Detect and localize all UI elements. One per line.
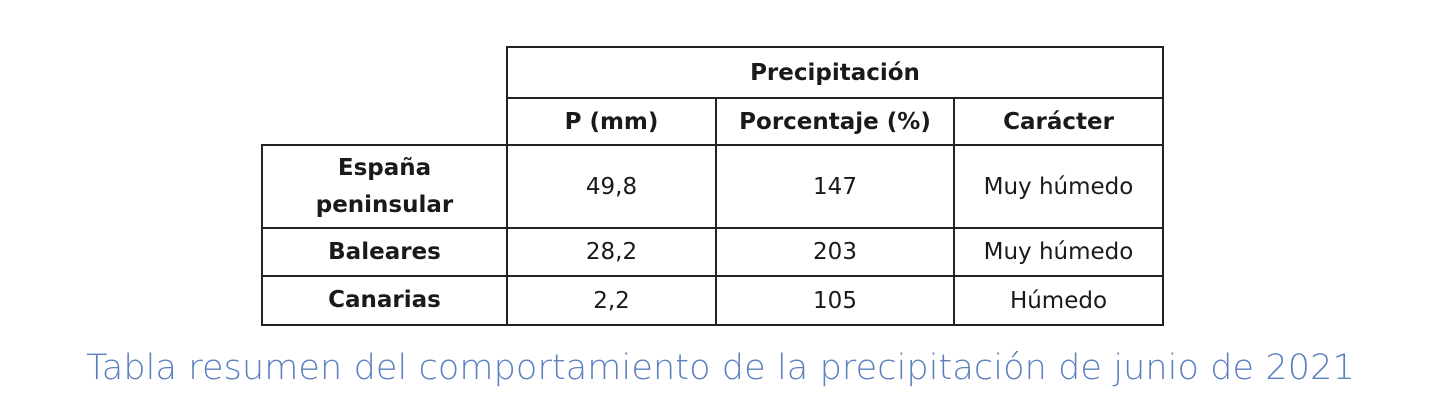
table-corner-empty (262, 47, 508, 146)
cell-p-mm: 2,2 (506, 275, 717, 326)
table-header-row-columns: P (mm) Porcentaje (%) Carácter (262, 97, 1164, 146)
table-header-row-group: Precipitación (262, 46, 1164, 146)
cell-porcentaje: 147 (715, 144, 955, 229)
table-row: Baleares 28,2 203 Muy húmedo (261, 227, 1164, 277)
cell-p-mm: 49,8 (506, 144, 717, 229)
precipitation-summary-table: Precipitación P (mm) Porcentaje (%) Cará… (261, 46, 1164, 326)
cell-caracter: Muy húmedo (953, 144, 1164, 229)
column-header-caracter: Carácter (953, 97, 1164, 146)
precipitation-table-container: Precipitación P (mm) Porcentaje (%) Cará… (261, 46, 1164, 326)
table-row: Canarias 2,2 105 Húmedo (261, 275, 1164, 326)
cell-caracter: Húmedo (953, 275, 1164, 326)
table-row: España peninsular 49,8 147 Muy húmedo (261, 144, 1164, 229)
row-header-region: Baleares (261, 227, 508, 277)
row-header-region: Canarias (261, 275, 508, 326)
cell-p-mm: 28,2 (506, 227, 717, 277)
column-header-porcentaje: Porcentaje (%) (715, 97, 955, 146)
cell-porcentaje: 203 (715, 227, 955, 277)
cell-porcentaje: 105 (715, 275, 955, 326)
cell-caracter: Muy húmedo (953, 227, 1164, 277)
column-header-p-mm: P (mm) (506, 97, 717, 146)
table-caption: Tabla resumen del comportamiento de la p… (86, 348, 1355, 388)
row-header-region: España peninsular (261, 144, 508, 229)
group-header-precipitacion: Precipitación (506, 46, 1164, 99)
